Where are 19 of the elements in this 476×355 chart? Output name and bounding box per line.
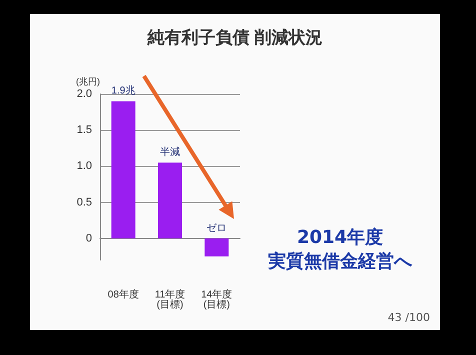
x-tick-label: 14年度 (目標) [201, 288, 232, 310]
y-tick-label: 1.0 [76, 160, 92, 172]
text: 2014年度 [296, 226, 384, 250]
x-tick-label: 11年度 (目標) [154, 288, 186, 310]
y-axis-title: (兆円) [76, 76, 100, 86]
chart-title: 純有利子負債 削減状況 [146, 28, 322, 47]
text: 43 /100 [388, 311, 430, 324]
bar [204, 238, 229, 256]
x-tick-label: 08年度 [108, 288, 139, 300]
text: 実質無借金経営へ [267, 250, 414, 274]
data-label: ゼロ [206, 222, 227, 234]
y-tick-label: 0.5 [76, 196, 92, 208]
bar [111, 101, 136, 238]
data-label: 半減 [160, 146, 180, 158]
data-label: 1.9兆 [111, 84, 136, 97]
bar [158, 162, 182, 238]
y-tick-label: 2.0 [76, 88, 92, 100]
y-tick-label: 0 [86, 232, 92, 244]
y-tick-label: 1.5 [76, 124, 92, 136]
